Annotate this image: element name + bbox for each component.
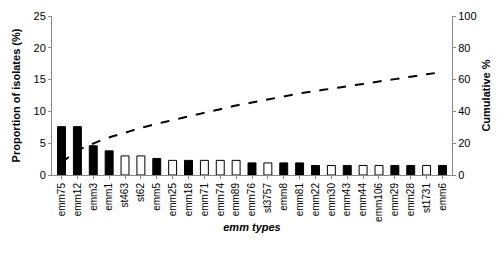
svg-text:st62: st62 [135, 183, 146, 202]
svg-text:0: 0 [458, 169, 464, 181]
svg-text:40: 40 [458, 105, 470, 117]
svg-text:emm43: emm43 [341, 183, 352, 217]
svg-text:emm106: emm106 [373, 183, 384, 222]
svg-text:10: 10 [34, 105, 46, 117]
svg-text:emm6: emm6 [437, 183, 448, 211]
svg-text:80: 80 [458, 42, 470, 54]
svg-text:25: 25 [34, 10, 46, 22]
svg-text:5: 5 [40, 137, 46, 149]
svg-text:20: 20 [34, 42, 46, 54]
svg-text:emm12: emm12 [72, 183, 83, 217]
svg-text:emm30: emm30 [326, 183, 337, 217]
svg-text:emm28: emm28 [405, 183, 416, 217]
svg-text:emm22: emm22 [310, 183, 321, 217]
svg-text:st463: st463 [119, 183, 130, 208]
svg-text:emm8: emm8 [278, 183, 289, 211]
svg-text:emm81: emm81 [294, 183, 305, 217]
svg-text:st3757: st3757 [262, 183, 273, 213]
svg-text:emm3: emm3 [88, 183, 99, 211]
svg-text:emm types: emm types [223, 221, 280, 233]
svg-text:20: 20 [458, 137, 470, 149]
svg-text:0: 0 [40, 169, 46, 181]
svg-text:60: 60 [458, 73, 470, 85]
svg-text:emm71: emm71 [199, 183, 210, 217]
svg-text:st1731: st1731 [421, 183, 432, 213]
svg-text:100: 100 [458, 10, 476, 22]
svg-text:emm1: emm1 [103, 183, 114, 211]
svg-text:Proportion of isolates (%): Proportion of isolates (%) [10, 28, 22, 162]
svg-text:emm76: emm76 [246, 183, 257, 217]
svg-text:emm75: emm75 [56, 183, 67, 217]
svg-text:emm89: emm89 [230, 183, 241, 217]
svg-text:emm18: emm18 [183, 183, 194, 217]
svg-text:emm29: emm29 [389, 183, 400, 217]
svg-text:Cumulative %: Cumulative % [480, 59, 492, 131]
svg-text:emm44: emm44 [357, 183, 368, 217]
svg-text:15: 15 [34, 73, 46, 85]
svg-text:emm74: emm74 [215, 183, 226, 217]
svg-text:emm25: emm25 [167, 183, 178, 217]
svg-text:emm5: emm5 [151, 183, 162, 211]
